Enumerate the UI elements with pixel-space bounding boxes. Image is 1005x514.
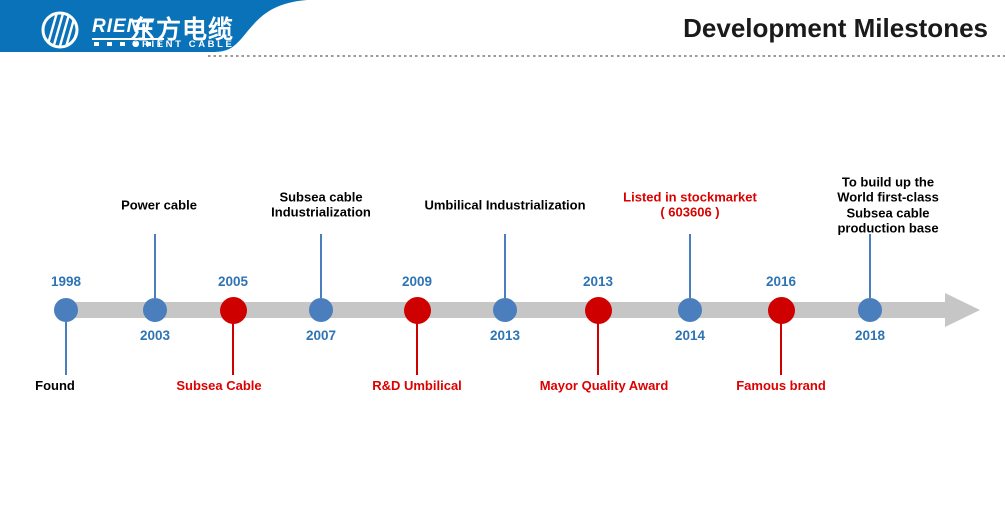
milestone-dot — [403, 296, 431, 324]
milestone-connector-line — [154, 234, 156, 298]
milestone-connector-line — [869, 234, 871, 298]
milestone-connector-line — [689, 234, 691, 298]
logo-english-name: ORIENT CABLE — [132, 39, 235, 50]
milestone-label: Mayor Quality Award — [539, 378, 669, 393]
milestone-dot — [493, 298, 517, 322]
milestone-year: 2005 — [217, 274, 249, 289]
milestone-label: Famous brand — [736, 378, 826, 393]
milestone-year: 2013 — [489, 328, 521, 343]
milestone-label: R&D Umbilical — [372, 378, 462, 393]
milestone-label: Found — [35, 378, 75, 393]
milestone-year: 2016 — [765, 274, 797, 289]
timeline-arrow-icon — [945, 293, 980, 327]
milestone-year: 2014 — [674, 328, 706, 343]
milestone-connector-line — [597, 322, 599, 375]
milestone-dot — [54, 298, 78, 322]
milestone-dot — [584, 296, 612, 324]
milestone-dot — [678, 298, 702, 322]
logo-brand-marks — [94, 42, 160, 46]
milestone-dot — [219, 296, 247, 324]
milestone-dot — [767, 296, 795, 324]
milestone-connector-line — [320, 234, 322, 298]
milestone-connector-line — [416, 322, 418, 375]
milestone-label: Power cable — [121, 197, 197, 213]
header-band — [0, 0, 307, 52]
milestone-dot — [309, 298, 333, 322]
milestone-dot — [858, 298, 882, 322]
milestone-label: Subsea cable Industrialization — [271, 189, 371, 220]
milestone-year: 2018 — [854, 328, 886, 343]
milestone-connector-line — [504, 234, 506, 298]
milestone-label: To build up the World first-class Subsea… — [837, 174, 939, 236]
dotted-divider — [208, 55, 1005, 57]
milestone-year: 1998 — [50, 274, 82, 289]
page-title: Development Milestones — [683, 13, 988, 43]
milestone-year: 2007 — [305, 328, 337, 343]
orient-logo-globe-icon — [41, 11, 79, 49]
milestone-year: 2003 — [139, 328, 171, 343]
milestone-label: Listed in stockmarket ( 603606 ) — [623, 189, 757, 220]
milestone-connector-line — [780, 322, 782, 375]
logo-brand-underline — [92, 38, 164, 40]
milestone-label: Subsea Cable — [176, 378, 262, 393]
logo-brand-text: RIENT — [92, 16, 154, 37]
milestone-label: Umbilical Industrialization — [424, 197, 586, 213]
milestone-year: 2013 — [582, 274, 614, 289]
logo-chinese-name: 东方电缆 — [130, 16, 235, 44]
milestone-connector-line — [232, 322, 234, 375]
milestone-dot — [143, 298, 167, 322]
milestone-connector-line — [65, 322, 67, 375]
milestone-year: 2009 — [401, 274, 433, 289]
